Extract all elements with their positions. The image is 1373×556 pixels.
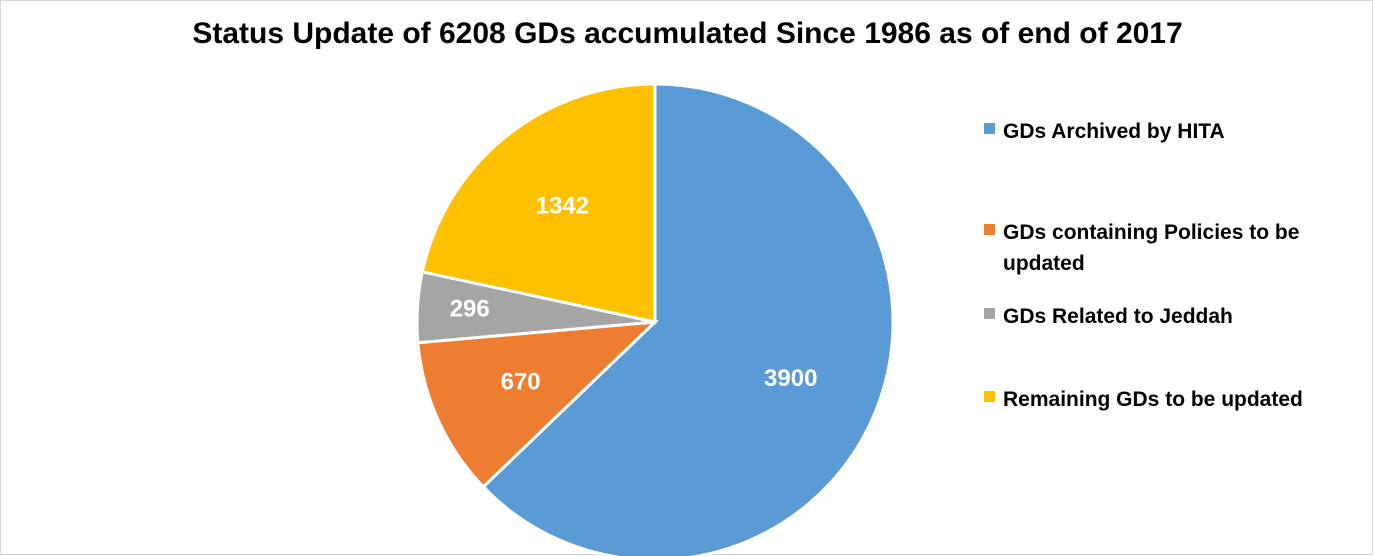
pie-slice-remaining <box>420 82 657 324</box>
legend-swatch-archived <box>984 123 995 134</box>
legend-swatch-policies <box>984 224 995 235</box>
legend-item-jeddah: GDs Related to Jeddah <box>984 301 1344 332</box>
data-label-archived: 3900 <box>764 365 817 392</box>
legend-swatch-jeddah <box>984 308 995 319</box>
pie-slice-archived <box>481 82 895 556</box>
legend-swatch-remaining <box>984 391 995 402</box>
legend-item-remaining: Remaining GDs to be updated <box>984 384 1344 415</box>
legend-label-jeddah: GDs Related to Jeddah <box>1003 305 1233 328</box>
pie-slice-policies <box>416 320 660 489</box>
data-label-policies: 670 <box>501 368 541 395</box>
chart-title: Status Update of 6208 GDs accumulated Si… <box>192 17 1183 50</box>
legend-item-archived: GDs Archived by HITA <box>984 116 1344 147</box>
legend-item-policies: GDs containing Policies to be updated <box>984 217 1344 279</box>
legend-label-remaining: Remaining GDs to be updated <box>1003 388 1303 411</box>
data-label-remaining: 1342 <box>536 193 589 220</box>
data-label-jeddah: 296 <box>450 296 490 323</box>
legend-label-archived: GDs Archived by HITA <box>1003 120 1225 143</box>
legend-label-policies: GDs containing Policies to be updated <box>1003 221 1300 275</box>
